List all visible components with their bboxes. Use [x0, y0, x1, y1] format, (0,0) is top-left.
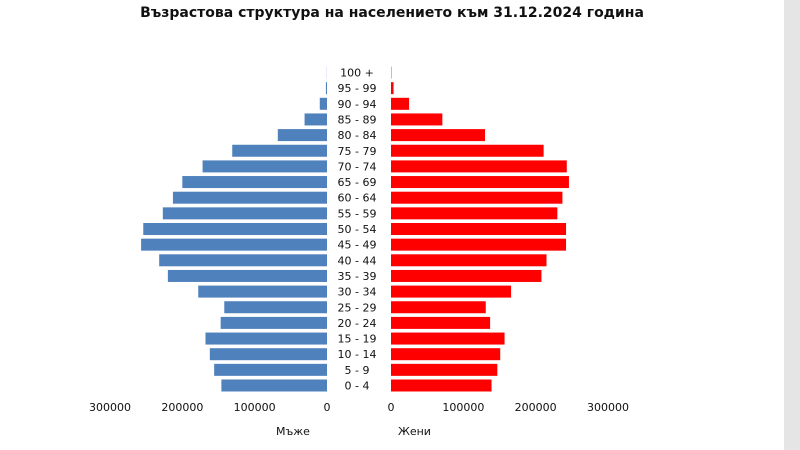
age-group-label: 55 - 59 [338, 207, 377, 220]
age-group-label: 40 - 44 [338, 254, 377, 267]
male-bar [232, 144, 327, 157]
male-bar [209, 348, 327, 361]
female-bar [391, 316, 491, 329]
age-group-label: 90 - 94 [338, 98, 377, 111]
female-axis-tick-label: 200000 [515, 401, 557, 414]
female-bar [391, 379, 492, 392]
female-bar [391, 363, 498, 376]
female-bar [391, 176, 569, 189]
female-axis-tick-label: 300000 [587, 401, 629, 414]
male-bar [325, 82, 327, 95]
female-bar [391, 223, 567, 235]
age-group-label: 85 - 89 [338, 113, 377, 126]
male-bar [205, 332, 327, 345]
female-axis-label: Жени [398, 425, 431, 438]
age-group-label: 35 - 39 [338, 270, 377, 283]
age-group-label: 95 - 99 [338, 82, 377, 95]
male-bars [141, 66, 327, 392]
male-bar [224, 301, 327, 314]
male-bar [277, 129, 327, 142]
age-group-label: 10 - 14 [338, 348, 377, 361]
male-axis-tick-label: 300000 [89, 401, 131, 414]
age-group-label: 80 - 84 [338, 129, 377, 142]
age-group-label: 60 - 64 [338, 192, 377, 205]
age-group-label: 65 - 69 [338, 176, 377, 189]
female-bar [391, 285, 512, 298]
male-axis-tick-label: 0 [324, 401, 331, 414]
age-group-label: 15 - 19 [338, 333, 377, 346]
age-group-label: 45 - 49 [338, 239, 377, 252]
age-group-label: 50 - 54 [338, 223, 377, 236]
age-group-label: 5 - 9 [345, 364, 370, 377]
female-bar [391, 191, 563, 204]
female-bar [391, 129, 486, 142]
female-bar [391, 332, 505, 345]
male-bar [159, 254, 327, 267]
female-bar [391, 301, 486, 314]
age-group-label: 100 + [340, 67, 374, 80]
male-bar [220, 316, 327, 329]
chart-title: Възрастова структура на населението към … [140, 5, 644, 21]
male-bar [221, 379, 327, 392]
male-bar [304, 113, 327, 126]
female-bar [391, 160, 567, 173]
female-axis-tick-label: 100000 [442, 401, 484, 414]
female-axis-tick-label: 0 [388, 401, 395, 414]
male-bar [143, 223, 327, 235]
age-group-labels: 0 - 4 5 - 9 10 - 14 15 - 19 20 - 24 25 - 29 30… [338, 67, 377, 393]
female-bar [391, 97, 410, 110]
page-edge [784, 0, 800, 450]
female-bar [391, 144, 544, 157]
female-bar [391, 82, 394, 95]
male-bar [202, 160, 327, 173]
male-axis-tick-label: 100000 [234, 401, 276, 414]
male-bar [162, 207, 327, 220]
male-bar [182, 176, 327, 189]
male-bar [141, 238, 327, 251]
female-bar [391, 207, 558, 220]
age-group-label: 75 - 79 [338, 145, 377, 158]
age-group-label: 25 - 29 [338, 301, 377, 314]
male-bar [172, 191, 327, 204]
male-axis-tick-label: 200000 [161, 401, 203, 414]
male-bar [319, 97, 327, 110]
age-group-label: 30 - 34 [338, 286, 377, 299]
female-bars [391, 66, 569, 392]
female-bar [391, 254, 547, 267]
age-group-label: 20 - 24 [338, 317, 377, 330]
female-bar [391, 238, 567, 251]
male-axis-label: Мъже [276, 425, 310, 438]
male-bar [167, 269, 327, 282]
age-group-label: 0 - 4 [345, 380, 370, 393]
axis-tick-labels: 300000 200000 100000 0 0 100000 200000 300000 [89, 401, 629, 414]
female-bar [391, 269, 542, 282]
male-bar [198, 285, 327, 298]
female-bar [391, 113, 443, 126]
female-bar [391, 348, 501, 361]
age-group-label: 70 - 74 [338, 160, 377, 173]
male-bar [214, 363, 327, 376]
